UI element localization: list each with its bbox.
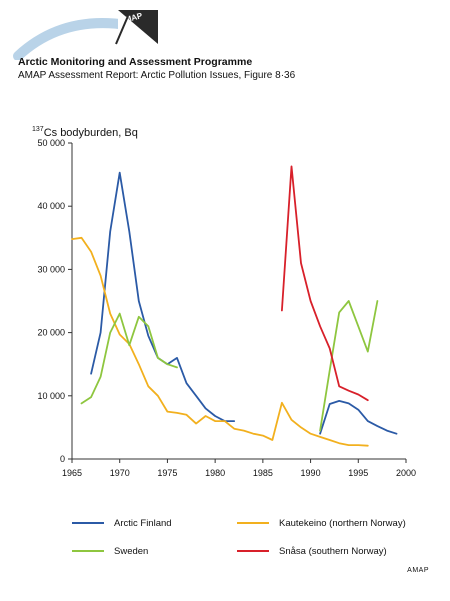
legend-label-kautekeino: Kautekeino (northern Norway) xyxy=(279,517,406,529)
legend-item-kautekeino: Kautekeino (northern Norway) xyxy=(237,516,406,530)
legend-swatch-arctic-finland xyxy=(72,522,104,524)
legend-swatch-snasa xyxy=(237,550,269,552)
y-tick-label: 50 000 xyxy=(37,138,65,148)
x-tick-label: 2000 xyxy=(396,468,416,478)
report-subtitle: AMAP Assessment Report: Arctic Pollution… xyxy=(18,70,296,81)
legend-swatch-kautekeino xyxy=(237,522,269,524)
series-line-sweden xyxy=(319,300,379,432)
series-line-arctic-finland xyxy=(90,171,236,423)
x-tick-label: 1995 xyxy=(348,468,368,478)
organization-title: Arctic Monitoring and Assessment Program… xyxy=(18,56,253,68)
legend-swatch-sweden xyxy=(72,550,104,552)
legend-label-arctic-finland: Arctic Finland xyxy=(114,517,172,529)
footer-credit: AMAP xyxy=(407,567,429,574)
legend-item-snasa: Snåsa (southern Norway) xyxy=(237,544,387,558)
legend-item-sweden: Sweden xyxy=(72,544,148,558)
y-axis-label-main: Cs bodyburden, Bq xyxy=(43,127,138,139)
series-line-snasa xyxy=(280,165,369,402)
y-axis-label-superscript: 137 xyxy=(32,126,44,133)
x-tick-label: 1965 xyxy=(62,468,82,478)
series-line-sweden xyxy=(80,312,178,405)
y-tick-label: 40 000 xyxy=(37,201,65,211)
x-tick-label: 1970 xyxy=(110,468,130,478)
legend-item-arctic-finland: Arctic Finland xyxy=(72,516,172,530)
series-line-kautekeino xyxy=(71,236,369,447)
report-header: AMAP Arctic Monitoring and Assessment Pr… xyxy=(0,0,450,100)
x-tick-label: 1990 xyxy=(301,468,321,478)
y-axis-label: 137Cs bodyburden, Bq xyxy=(32,126,138,139)
x-tick-label: 1980 xyxy=(205,468,225,478)
x-tick-label: 1985 xyxy=(253,468,273,478)
legend-label-sweden: Sweden xyxy=(114,545,149,557)
y-tick-label: 30 000 xyxy=(37,264,65,274)
series-line-arctic-finland xyxy=(319,399,398,435)
amap-logo-badge: AMAP xyxy=(115,10,158,45)
y-tick-label: 0 xyxy=(60,454,65,464)
x-tick-label: 1975 xyxy=(157,468,177,478)
y-tick-label: 20 000 xyxy=(37,328,65,338)
y-tick-label: 10 000 xyxy=(37,391,65,401)
legend-label-snasa: Snåsa (southern Norway) xyxy=(279,545,387,557)
